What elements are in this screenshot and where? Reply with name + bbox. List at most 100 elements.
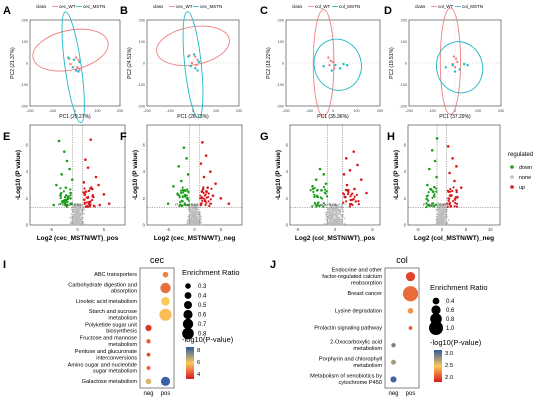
down-point <box>186 173 190 176</box>
legend-title: Enrichment Ratio <box>430 283 488 292</box>
none-point <box>327 207 329 210</box>
none-point <box>187 216 190 218</box>
none-point <box>438 211 441 214</box>
none-point <box>331 203 334 206</box>
legend-label: 3.0 <box>445 351 453 357</box>
x-tick-label: 0 <box>76 227 79 232</box>
x-tick-label: pos <box>406 391 416 397</box>
y-tick-label: 100 <box>278 40 284 44</box>
y-axis-label: PC2 (24.51%) <box>127 47 133 79</box>
up-point <box>87 203 90 206</box>
none-point <box>438 223 441 226</box>
none-point <box>76 213 78 216</box>
legend-label: cec_MSTN <box>83 4 105 9</box>
none-point <box>336 218 338 221</box>
data-point <box>334 63 337 67</box>
legend-label: 0.8 <box>198 332 207 338</box>
up-point <box>345 183 349 187</box>
volcano-panel-g: G P value: 0.05 -5 0 5 0 2 4 6 Log2 (col_MSTN/WT)… <box>260 124 381 242</box>
pathway-label: Carbohydrate digestion and <box>68 282 137 288</box>
down-point <box>179 189 183 192</box>
data-point <box>187 55 190 58</box>
up-point <box>454 201 457 204</box>
up-point <box>448 171 451 175</box>
up-point <box>89 138 92 141</box>
x-axis-label: Log2 (cec_MSTN/WT)_pos <box>37 235 119 242</box>
down-point <box>65 200 68 203</box>
none-point <box>341 203 343 206</box>
down-point <box>64 204 67 207</box>
legend-label: cec_MSTN <box>200 4 222 9</box>
none-point <box>342 216 344 219</box>
y-tick-label: 0 <box>405 62 407 66</box>
none-point <box>336 222 339 224</box>
y-tick-label: 6 <box>404 143 407 148</box>
y-tick-label: 2 <box>286 196 289 201</box>
up-point <box>347 193 350 196</box>
down-point <box>426 183 429 187</box>
none-point <box>330 205 333 208</box>
size-legend-key <box>184 301 192 309</box>
y-tick-label: 4 <box>143 169 146 174</box>
y-tick-label: 6 <box>26 143 29 148</box>
up-point <box>207 200 210 203</box>
data-point <box>466 63 469 67</box>
none-point <box>81 212 84 215</box>
data-point <box>330 69 334 72</box>
up-point <box>206 186 209 189</box>
none-point <box>335 220 337 222</box>
data-point <box>77 70 80 73</box>
up-point <box>201 141 204 144</box>
none-point <box>341 224 344 226</box>
x-axis-label: Log2 (cec_MSTN/WT)_neg <box>154 235 236 242</box>
regulated-legend: regulated down none up <box>508 152 533 191</box>
up-point <box>347 191 350 194</box>
data-point <box>195 63 198 67</box>
pathway-label: ABC transporters <box>94 272 137 278</box>
up-point <box>83 198 86 201</box>
down-point <box>313 201 317 205</box>
pvalue-label: P value: 0.05 <box>314 202 338 207</box>
down-point <box>425 201 428 205</box>
down-point <box>181 186 184 189</box>
legend-key <box>510 185 514 189</box>
up-point <box>102 193 106 196</box>
down-point <box>316 202 320 205</box>
y-tick-label: 100 <box>139 40 145 44</box>
none-point <box>74 211 77 214</box>
down-point <box>431 196 434 200</box>
none-point <box>80 218 83 220</box>
pathway-label: metabolism <box>353 363 382 369</box>
none-point <box>442 221 445 224</box>
data-point <box>458 68 461 71</box>
down-point <box>433 192 436 196</box>
none-point <box>79 218 81 220</box>
down-point <box>185 157 188 160</box>
none-point <box>438 219 441 221</box>
none-point <box>337 208 339 210</box>
down-point <box>180 204 184 208</box>
none-point <box>340 210 342 213</box>
none-point <box>436 215 439 217</box>
up-point <box>455 165 458 168</box>
legend-label: 2.5 <box>445 363 453 369</box>
legend-title: class <box>292 4 303 9</box>
x-tick-label: neg <box>143 391 153 397</box>
up-point <box>204 203 207 207</box>
none-point <box>333 205 336 208</box>
pathway-label: Linoleic acid metabolism <box>76 299 137 305</box>
none-point <box>77 224 80 226</box>
y-tick-label: 2 <box>26 196 29 201</box>
chart-title: col <box>396 255 408 265</box>
none-point <box>439 204 442 207</box>
legend-title: regulated <box>508 152 533 158</box>
data-point <box>345 63 349 67</box>
pathway-label: cytochrome P450 <box>338 380 382 386</box>
up-point <box>209 170 212 173</box>
down-point <box>184 194 187 198</box>
